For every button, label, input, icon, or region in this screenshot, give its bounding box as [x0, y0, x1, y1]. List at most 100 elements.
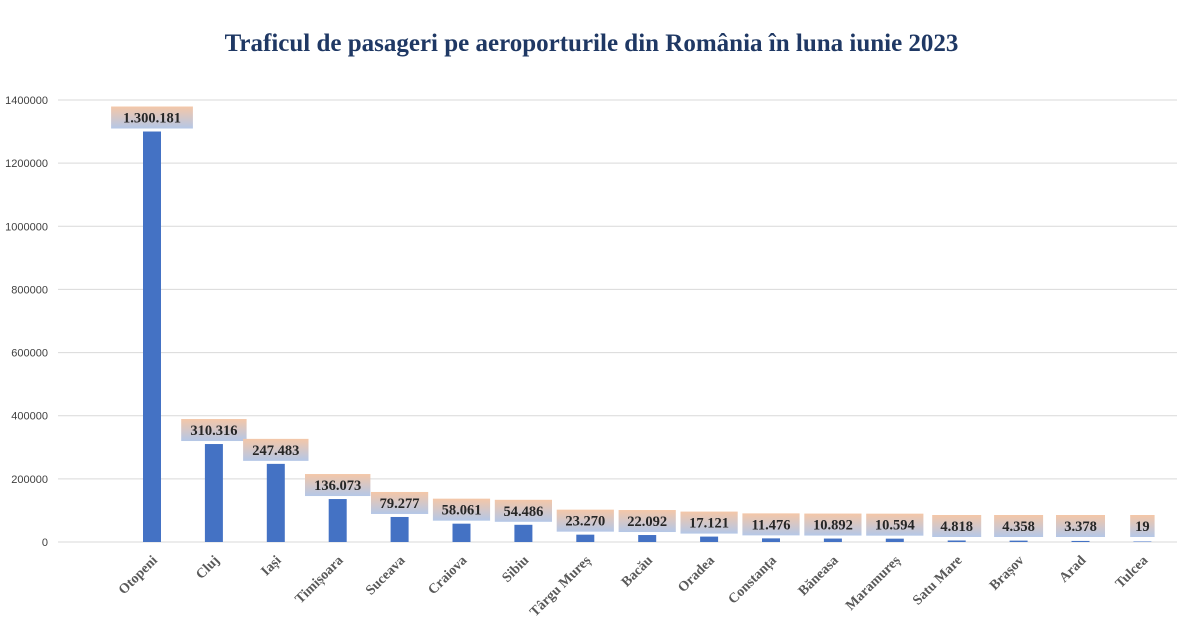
x-category-label: Tulcea — [1113, 553, 1151, 591]
bar — [947, 540, 966, 542]
data-label-text: 4.818 — [940, 519, 973, 535]
data-label: 310.316 — [181, 419, 247, 442]
y-axis-ticks: 0 200000 400000 600000 800000 1000000 1200000 1… — [5, 95, 48, 549]
chart-title: Traficul de pasageri pe aeroporturile di… — [224, 30, 959, 57]
data-label: 19 — [1130, 515, 1155, 537]
data-label-box — [618, 510, 676, 533]
bar — [1071, 540, 1090, 542]
data-label-text: 79.277 — [380, 496, 420, 512]
data-label: 10.892 — [804, 513, 862, 536]
data-label: 3.378 — [1056, 515, 1105, 537]
data-label: 58.061 — [432, 498, 491, 521]
data-label: 17.121 — [680, 511, 738, 534]
x-category-label: Maramureș — [843, 553, 904, 614]
bar — [638, 535, 657, 542]
data-label-box — [432, 498, 491, 521]
data-label: 247.483 — [243, 438, 309, 461]
data-label: 4.358 — [994, 515, 1044, 537]
y-tick-label: 1000000 — [5, 221, 48, 233]
bar — [1009, 540, 1028, 542]
bar — [266, 463, 285, 542]
x-category-label: Arad — [1057, 553, 1090, 586]
data-label-box — [866, 513, 924, 536]
data-label-text: 17.121 — [689, 516, 729, 532]
data-label-box — [994, 515, 1044, 537]
data-label-box — [305, 474, 371, 497]
data-label-box — [556, 509, 614, 532]
data-label-box — [243, 438, 309, 461]
data-label: 136.073 — [305, 474, 371, 497]
data-label: 23.270 — [556, 509, 614, 532]
bar — [1133, 541, 1152, 542]
data-label: 79.277 — [371, 491, 429, 514]
data-label-text: 3.378 — [1064, 519, 1097, 535]
x-category-label: Otopeni — [116, 553, 161, 598]
data-label-box — [1056, 515, 1105, 537]
data-label: 11.476 — [742, 513, 800, 536]
y-tick-label: 800000 — [11, 284, 48, 296]
bar — [762, 538, 780, 542]
data-label-text: 58.061 — [442, 503, 482, 519]
data-label-text: 22.092 — [627, 514, 667, 530]
data-label-box — [1130, 515, 1155, 537]
bar — [823, 538, 842, 542]
data-labels: 1.300.181 310.316 247.483 136.073 79.277 58.0… — [111, 106, 1155, 537]
x-category-label: Oradea — [675, 553, 718, 596]
x-category-label: Suceava — [363, 553, 408, 598]
x-category-label: Satu Mare — [910, 553, 965, 608]
data-label-box — [932, 515, 982, 537]
data-label-box — [680, 511, 738, 534]
x-category-label: Brașov — [987, 553, 1027, 593]
x-category-label: Iași — [259, 553, 285, 579]
data-label: 10.594 — [866, 513, 924, 536]
data-label-text: 310.316 — [190, 423, 237, 439]
data-label-text: 4.358 — [1002, 519, 1035, 535]
data-label-text: 54.486 — [503, 504, 543, 520]
data-label-text: 10.892 — [813, 518, 853, 534]
y-tick-label: 1200000 — [5, 158, 48, 170]
data-label-text: 1.300.181 — [123, 111, 181, 127]
data-label-box — [742, 513, 800, 536]
data-label: 1.300.181 — [111, 106, 193, 129]
bar — [390, 516, 409, 542]
data-label-text: 247.483 — [252, 443, 299, 459]
y-tick-label: 1400000 — [5, 95, 48, 107]
gridlines — [58, 99, 1177, 543]
x-category-label: Sibiu — [500, 553, 533, 586]
data-label: 4.818 — [932, 515, 982, 537]
data-label-box — [181, 419, 247, 442]
bar — [204, 444, 223, 542]
data-label-box — [111, 106, 193, 129]
bar — [452, 523, 471, 542]
data-label-text: 23.270 — [565, 514, 605, 530]
x-category-label: Timișoara — [293, 553, 347, 607]
data-label-text: 11.476 — [751, 517, 790, 533]
data-label-box — [371, 491, 429, 514]
bar — [328, 499, 347, 542]
x-category-label: Cluj — [193, 553, 222, 582]
x-category-label: Băneasa — [796, 553, 842, 599]
bars — [143, 131, 1152, 542]
bar — [576, 534, 595, 542]
x-category-label: Constanța — [726, 553, 780, 607]
y-tick-label: 600000 — [11, 348, 48, 360]
bar — [143, 131, 161, 542]
bar — [700, 536, 719, 542]
data-label-text: 10.594 — [875, 518, 915, 534]
bar — [885, 538, 904, 542]
x-axis-categories: Otopeni Cluj Iași Timișoara Suceava Craiova Si… — [116, 553, 1151, 620]
x-category-label: Craiova — [426, 553, 471, 598]
data-label-box — [804, 513, 862, 536]
y-tick-label: 400000 — [11, 411, 48, 423]
y-tick-label: 200000 — [11, 474, 48, 486]
bar — [514, 524, 533, 542]
x-category-label: Târgu Mureș — [527, 553, 594, 620]
y-tick-label: 0 — [42, 537, 48, 549]
data-label-text: 19 — [1135, 519, 1150, 535]
data-label: 54.486 — [494, 499, 552, 522]
data-label-text: 136.073 — [314, 478, 361, 494]
x-category-label: Bacău — [619, 553, 656, 590]
data-label: 22.092 — [618, 510, 676, 533]
